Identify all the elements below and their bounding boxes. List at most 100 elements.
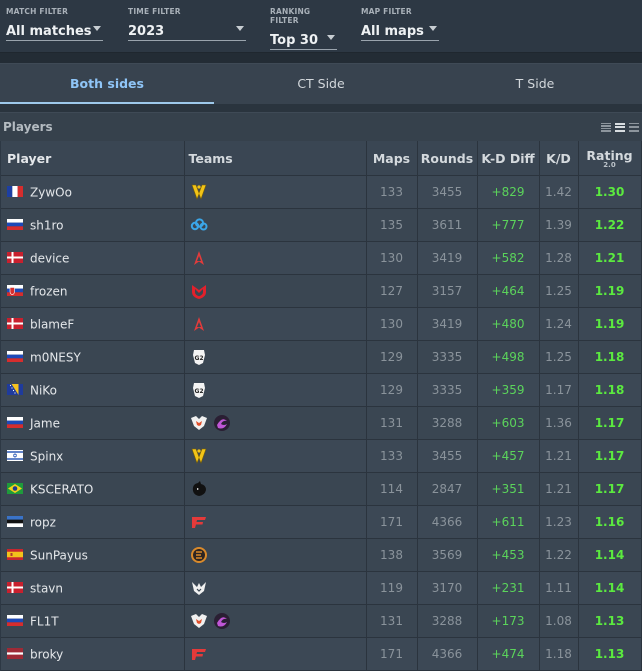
ence-logo[interactable] <box>189 545 209 565</box>
table-row[interactable]: stavn 119 3170 +231 1.11 1.14 <box>1 571 642 605</box>
kd-diff-cell: +453 <box>477 538 540 572</box>
player-cell[interactable]: FL1T <box>1 604 185 638</box>
tab-both-sides[interactable]: Both sides <box>0 64 214 104</box>
g2-logo[interactable]: G2 <box>189 380 209 400</box>
flag-brazil-icon <box>7 482 23 494</box>
compact-view-icon[interactable] <box>601 122 611 132</box>
map-filter-select[interactable]: All maps <box>361 20 439 41</box>
col-maps[interactable]: Maps <box>366 141 418 176</box>
player-cell[interactable]: Jame <box>1 406 185 440</box>
player-name[interactable]: m0NESY <box>30 350 81 365</box>
kd-cell: 1.39 <box>539 208 579 242</box>
match-filter-value: All matches <box>6 24 92 39</box>
faze-logo[interactable] <box>189 644 209 664</box>
table-row[interactable]: Spinx 133 3455 +457 1.21 1.17 <box>1 439 642 473</box>
table-row[interactable]: sh1ro 135 3611 +777 1.39 1.22 <box>1 208 642 242</box>
kd-cell: 1.21 <box>539 472 579 506</box>
player-name[interactable]: ZywOo <box>30 185 72 200</box>
maps-cell: 130 <box>366 307 418 341</box>
kd-diff-cell: +359 <box>477 373 540 407</box>
table-row[interactable]: ropz 171 4366 +611 1.23 1.16 <box>1 505 642 539</box>
teams-cell <box>184 604 367 638</box>
table-row[interactable]: Jame 131 3288 +603 1.36 1.17 <box>1 406 642 440</box>
player-cell[interactable]: Spinx <box>1 439 185 473</box>
player-cell[interactable]: ropz <box>1 505 185 539</box>
col-kd[interactable]: K/D <box>539 141 579 176</box>
player-cell[interactable]: device <box>1 241 185 275</box>
player-cell[interactable]: ZywOo <box>1 175 185 209</box>
table-row[interactable]: NiKo G2 129 3335 +359 1.17 1.18 <box>1 373 642 407</box>
vitality-logo[interactable] <box>189 182 209 202</box>
astralis-logo[interactable] <box>189 248 209 268</box>
match-filter[interactable]: MATCH FILTER All matches <box>6 7 103 41</box>
player-name[interactable]: KSCERATO <box>30 482 94 497</box>
player-cell[interactable]: blameF <box>1 307 185 341</box>
table-row[interactable]: broky 171 4366 +474 1.18 1.13 <box>1 637 642 671</box>
mouz-logo[interactable] <box>189 281 209 301</box>
rounds-cell: 3288 <box>417 604 478 638</box>
cloud9-logo[interactable] <box>189 215 209 235</box>
player-name[interactable]: Spinx <box>30 449 64 464</box>
player-name[interactable]: ropz <box>30 515 56 530</box>
maps-cell: 131 <box>366 406 418 440</box>
vitality-logo[interactable] <box>189 446 209 466</box>
g2-logo[interactable]: G2 <box>189 347 209 367</box>
col-rating[interactable]: Rating 2.0 <box>578 141 642 176</box>
ranking-filter[interactable]: RANKING FILTER Top 30 <box>270 7 337 50</box>
player-name[interactable]: blameF <box>30 317 75 332</box>
table-row[interactable]: KSCERATO 114 2847 +351 1.21 1.17 <box>1 472 642 506</box>
outsiders-logo[interactable] <box>212 413 232 433</box>
faze-logo[interactable] <box>189 512 209 532</box>
match-filter-select[interactable]: All matches <box>6 20 103 41</box>
wide-view-icon[interactable] <box>629 122 639 132</box>
heroic-logo[interactable] <box>189 578 209 598</box>
map-filter[interactable]: MAP FILTER All maps <box>361 7 439 41</box>
col-kd-diff[interactable]: K-D Diff <box>477 141 540 176</box>
outsiders-logo[interactable] <box>212 611 232 631</box>
player-cell[interactable]: sh1ro <box>1 208 185 242</box>
player-cell[interactable]: NiKo <box>1 373 185 407</box>
player-cell[interactable]: SunPayus <box>1 538 185 572</box>
kd-cell: 1.11 <box>539 571 579 605</box>
furia-logo[interactable] <box>189 479 209 499</box>
col-player[interactable]: Player <box>1 141 185 176</box>
time-filter-select[interactable]: 2023 <box>128 20 246 41</box>
maps-cell: 135 <box>366 208 418 242</box>
table-row[interactable]: FL1T 131 3288 +173 1.08 1.13 <box>1 604 642 638</box>
player-name[interactable]: sh1ro <box>30 218 64 233</box>
player-name[interactable]: FL1T <box>30 614 59 629</box>
player-name[interactable]: Jame <box>30 416 60 431</box>
table-row[interactable]: frozen 127 3157 +464 1.25 1.19 <box>1 274 642 308</box>
time-filter[interactable]: TIME FILTER 2023 <box>128 7 246 41</box>
maps-cell: 133 <box>366 439 418 473</box>
player-name[interactable]: stavn <box>30 581 64 596</box>
list-view-icon[interactable] <box>615 122 625 132</box>
virtuspro-logo[interactable] <box>189 413 209 433</box>
player-name[interactable]: SunPayus <box>30 548 88 563</box>
astralis-logo[interactable] <box>189 314 209 334</box>
maps-cell: 114 <box>366 472 418 506</box>
rounds-cell: 3455 <box>417 439 478 473</box>
tab-t-side[interactable]: T Side <box>515 76 555 91</box>
table-row[interactable]: SunPayus 138 3569 +453 1.22 1.14 <box>1 538 642 572</box>
teams-cell <box>184 439 367 473</box>
virtuspro-logo[interactable] <box>189 611 209 631</box>
tab-ct-side[interactable]: CT Side <box>297 76 345 91</box>
player-cell[interactable]: m0NESY <box>1 340 185 374</box>
table-row[interactable]: m0NESY G2 129 3335 +498 1.25 1.18 <box>1 340 642 374</box>
table-row[interactable]: device 130 3419 +582 1.28 1.21 <box>1 241 642 275</box>
kd-diff-cell: +457 <box>477 439 540 473</box>
player-cell[interactable]: frozen <box>1 274 185 308</box>
table-row[interactable]: ZywOo 133 3455 +829 1.42 1.30 <box>1 175 642 209</box>
player-name[interactable]: frozen <box>30 284 68 299</box>
player-name[interactable]: NiKo <box>30 383 57 398</box>
table-row[interactable]: blameF 130 3419 +480 1.24 1.19 <box>1 307 642 341</box>
player-cell[interactable]: KSCERATO <box>1 472 185 506</box>
players-header: Players <box>0 112 642 141</box>
player-cell[interactable]: stavn <box>1 571 185 605</box>
player-cell[interactable]: broky <box>1 637 185 671</box>
ranking-filter-select[interactable]: Top 30 <box>270 29 337 50</box>
player-name[interactable]: device <box>30 251 70 266</box>
col-rounds[interactable]: Rounds <box>417 141 478 176</box>
player-name[interactable]: broky <box>30 647 64 662</box>
